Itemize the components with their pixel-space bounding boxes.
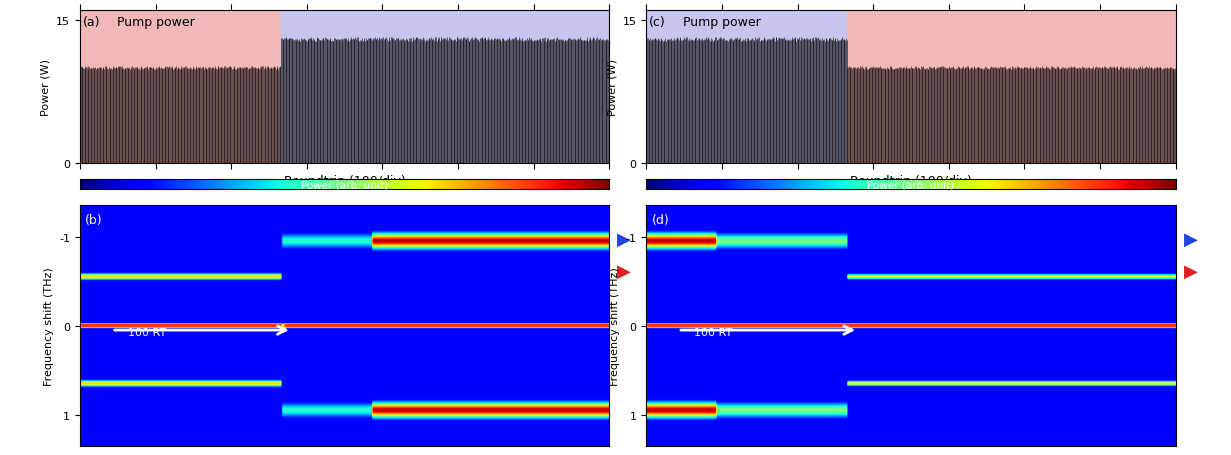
Text: (a): (a) <box>82 16 100 29</box>
X-axis label: Roundtrip (100/div): Roundtrip (100/div) <box>851 174 971 187</box>
Text: Pump power: Pump power <box>117 16 194 29</box>
Text: ▶: ▶ <box>617 231 632 248</box>
Text: 100 RT: 100 RT <box>128 328 166 338</box>
X-axis label: Roundtrip (100/div): Roundtrip (100/div) <box>284 174 405 187</box>
Bar <box>80 11 281 163</box>
Text: (d): (d) <box>651 213 670 226</box>
Text: (c): (c) <box>649 16 666 29</box>
Y-axis label: Frequency shift (THz): Frequency shift (THz) <box>611 267 620 385</box>
Text: Pump power: Pump power <box>683 16 761 29</box>
Bar <box>281 11 609 163</box>
Y-axis label: Frequency shift (THz): Frequency shift (THz) <box>44 267 54 385</box>
Text: 100 RT: 100 RT <box>694 328 732 338</box>
Bar <box>847 11 1176 163</box>
Y-axis label: Power (W): Power (W) <box>41 59 50 116</box>
Y-axis label: Power (W): Power (W) <box>607 59 617 116</box>
Text: Power (arb. unit): Power (arb. unit) <box>302 180 388 190</box>
Text: ▶: ▶ <box>1183 262 1198 280</box>
Text: Power (arb. unit): Power (arb. unit) <box>868 180 954 190</box>
Bar <box>646 11 847 163</box>
Text: ▶: ▶ <box>1183 231 1198 248</box>
Text: ▶: ▶ <box>617 262 632 280</box>
Text: (b): (b) <box>85 213 103 226</box>
